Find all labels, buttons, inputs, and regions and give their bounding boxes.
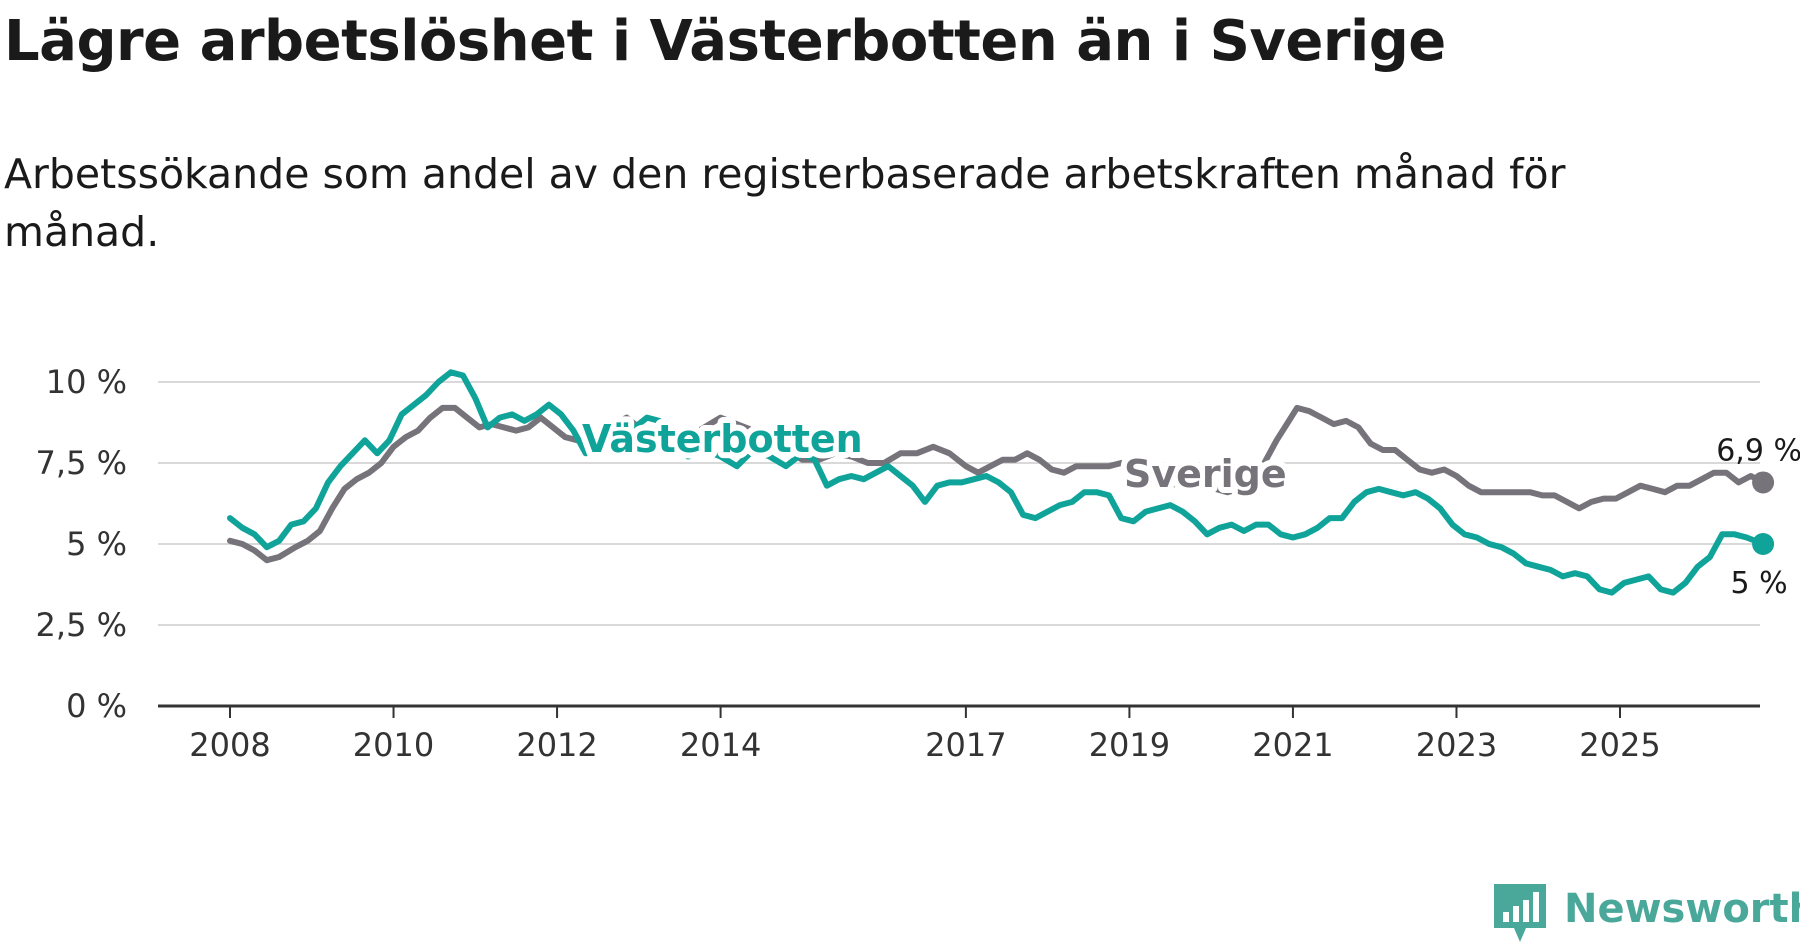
x-tick-label: 2014 xyxy=(680,726,761,764)
y-tick-label: 10 % xyxy=(46,363,127,401)
series-line-sverige xyxy=(227,404,1767,564)
page-title: Lägre arbetslöshet i Västerbotten än i S… xyxy=(4,9,1446,74)
y-tick-label: 7,5 % xyxy=(36,444,127,482)
brand[interactable]: Newsworthy xyxy=(1492,880,1800,948)
y-tick-label: 0 % xyxy=(66,687,127,725)
y-tick-label: 2,5 % xyxy=(36,606,127,644)
series-end-dot-vasterbotten xyxy=(1752,533,1775,555)
x-tick-label: 2025 xyxy=(1579,726,1660,764)
end-label-vasterbotten: 5 % xyxy=(1731,566,1788,601)
x-tick-label: 2008 xyxy=(189,726,270,764)
x-tick-label: 2017 xyxy=(925,726,1006,764)
brand-name: Newsworthy xyxy=(1564,886,1800,932)
series-line-vasterbotten xyxy=(227,369,1767,596)
end-label-sverige: 6,9 % xyxy=(1716,433,1800,468)
series-labels: Västerbotten Sverige 6,9 % 5 % xyxy=(576,411,1800,601)
x-tick-label: 2023 xyxy=(1416,726,1497,764)
y-tick-label: 5 % xyxy=(66,525,127,563)
page-subtitle: Arbetssökande som andel av den registerb… xyxy=(4,150,1566,256)
y-axis: 0 % 2,5 % 5 % 7,5 % 10 % xyxy=(36,363,127,725)
series-end-dot-sverige xyxy=(1752,471,1775,494)
x-axis: 2008 2010 2012 2014 2017 2019 2021 2023 2025 xyxy=(158,704,1760,764)
x-tick-label: 2019 xyxy=(1089,726,1170,764)
x-tick-label: 2021 xyxy=(1252,726,1333,764)
series-group xyxy=(227,369,1775,596)
series-label-vasterbotten: Västerbotten xyxy=(582,417,863,461)
newsworthy-logo-icon xyxy=(1494,884,1546,942)
series-label-sverige: Sverige xyxy=(1124,452,1287,496)
x-tick-label: 2012 xyxy=(516,726,597,764)
x-tick-label: 2010 xyxy=(353,726,434,764)
